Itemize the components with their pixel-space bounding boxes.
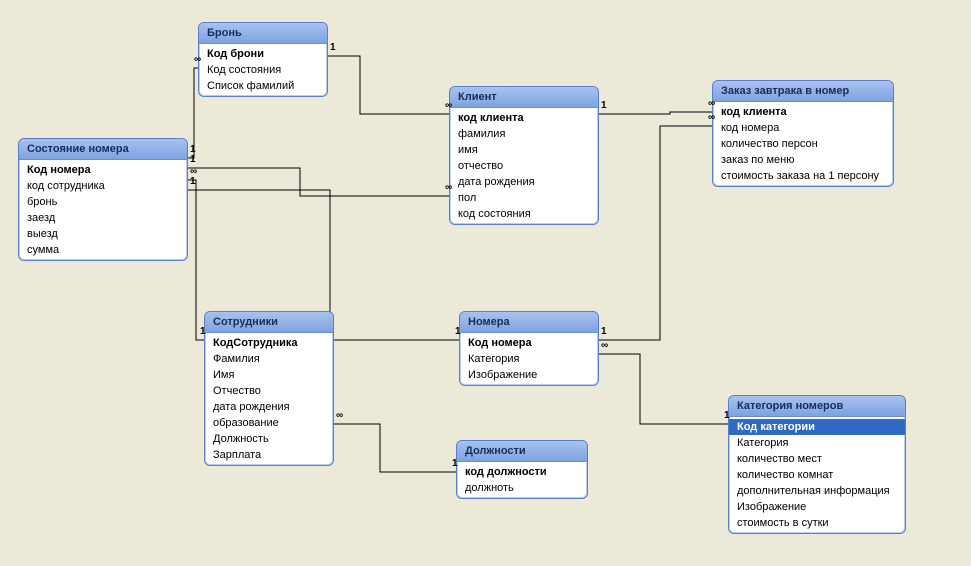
entity-body: код клиентафамилияимяотчестводата рожден… xyxy=(450,108,598,224)
field[interactable]: Код номера xyxy=(19,162,187,178)
cardinality-label: ∞ xyxy=(708,112,715,123)
cardinality-label: 1 xyxy=(452,458,458,469)
cardinality-label: 1 xyxy=(601,326,607,337)
field[interactable]: выезд xyxy=(19,226,187,242)
field[interactable]: Код состояния xyxy=(199,62,327,78)
field[interactable]: код клиента xyxy=(713,104,893,120)
field[interactable]: пол xyxy=(450,190,598,206)
field[interactable]: Код категории xyxy=(729,419,905,435)
entity-bron[interactable]: БроньКод брониКод состоянияСписок фамили… xyxy=(198,22,328,97)
cardinality-label: 1 xyxy=(455,326,461,337)
entity-nomera[interactable]: НомераКод номераКатегорияИзображение xyxy=(459,311,599,386)
field[interactable]: сумма xyxy=(19,242,187,258)
entity-title[interactable]: Категория номеров xyxy=(729,396,905,417)
cardinality-label: ∞ xyxy=(336,410,343,421)
field[interactable]: Должность xyxy=(205,431,333,447)
entity-body: Код категорииКатегорияколичество месткол… xyxy=(729,417,905,533)
cardinality-label: 1 xyxy=(200,326,206,337)
field[interactable]: Изображение xyxy=(460,367,598,383)
field[interactable]: Отчество xyxy=(205,383,333,399)
cardinality-label: ∞ xyxy=(601,340,608,351)
entity-kategoria[interactable]: Категория номеровКод категорииКатегорияк… xyxy=(728,395,906,534)
entity-title[interactable]: Клиент xyxy=(450,87,598,108)
cardinality-label: ∞ xyxy=(708,98,715,109)
entity-klient[interactable]: Клиенткод клиентафамилияимяотчестводата … xyxy=(449,86,599,225)
field[interactable]: код сотрудника xyxy=(19,178,187,194)
field[interactable]: Список фамилий xyxy=(199,78,327,94)
field[interactable]: должноть xyxy=(457,480,587,496)
entity-title[interactable]: Номера xyxy=(460,312,598,333)
field[interactable]: стоимость в сутки xyxy=(729,515,905,531)
cardinality-label: ∞ xyxy=(194,54,201,65)
entity-body: Код номераКатегорияИзображение xyxy=(460,333,598,385)
field[interactable]: дата рождения xyxy=(205,399,333,415)
field[interactable]: Имя xyxy=(205,367,333,383)
cardinality-label: 1 xyxy=(190,176,196,187)
entity-title[interactable]: Заказ завтрака в номер xyxy=(713,81,893,102)
cardinality-label: 1 xyxy=(190,154,196,165)
entity-body: код клиентакод номераколичество персонза… xyxy=(713,102,893,186)
entity-zakaz[interactable]: Заказ завтрака в номеркод клиентакод ном… xyxy=(712,80,894,187)
entity-body: КодСотрудникаФамилияИмяОтчестводата рожд… xyxy=(205,333,333,465)
field[interactable]: имя xyxy=(450,142,598,158)
field[interactable]: фамилия xyxy=(450,126,598,142)
entity-body: код должностидолжноть xyxy=(457,462,587,498)
field[interactable]: Категория xyxy=(460,351,598,367)
entity-body: Код брониКод состоянияСписок фамилий xyxy=(199,44,327,96)
field[interactable]: Изображение xyxy=(729,499,905,515)
entity-title[interactable]: Должности xyxy=(457,441,587,462)
field[interactable]: Код брони xyxy=(199,46,327,62)
field[interactable]: КодСотрудника xyxy=(205,335,333,351)
field[interactable]: стоимость заказа на 1 персону xyxy=(713,168,893,184)
field[interactable]: дата рождения xyxy=(450,174,598,190)
field[interactable]: отчество xyxy=(450,158,598,174)
cardinality-label: ∞ xyxy=(445,100,452,111)
field[interactable]: Фамилия xyxy=(205,351,333,367)
entity-dolzhnosti[interactable]: Должностикод должностидолжноть xyxy=(456,440,588,499)
entity-title[interactable]: Состояние номера xyxy=(19,139,187,160)
field[interactable]: Код номера xyxy=(460,335,598,351)
field[interactable]: бронь xyxy=(19,194,187,210)
entity-sostoyanie[interactable]: Состояние номераКод номеракод сотрудника… xyxy=(18,138,188,261)
field[interactable]: код номера xyxy=(713,120,893,136)
field[interactable]: Зарплата xyxy=(205,447,333,463)
field[interactable]: количество мест xyxy=(729,451,905,467)
cardinality-label: 1 xyxy=(330,42,336,53)
field[interactable]: код должности xyxy=(457,464,587,480)
cardinality-label: ∞ xyxy=(445,182,452,193)
field[interactable]: заезд xyxy=(19,210,187,226)
field[interactable]: образование xyxy=(205,415,333,431)
field[interactable]: Категория xyxy=(729,435,905,451)
field[interactable]: количество комнат xyxy=(729,467,905,483)
entity-body: Код номеракод сотрудникаброньзаездвыездс… xyxy=(19,160,187,260)
field[interactable]: дополнительная информация xyxy=(729,483,905,499)
field[interactable]: код клиента xyxy=(450,110,598,126)
cardinality-label: 1 xyxy=(724,410,730,421)
entity-title[interactable]: Бронь xyxy=(199,23,327,44)
entity-title[interactable]: Сотрудники xyxy=(205,312,333,333)
entity-sotrudniki[interactable]: СотрудникиКодСотрудникаФамилияИмяОтчеств… xyxy=(204,311,334,466)
field[interactable]: количество персон xyxy=(713,136,893,152)
field[interactable]: код состояния xyxy=(450,206,598,222)
cardinality-label: 1 xyxy=(601,100,607,111)
field[interactable]: заказ по меню xyxy=(713,152,893,168)
